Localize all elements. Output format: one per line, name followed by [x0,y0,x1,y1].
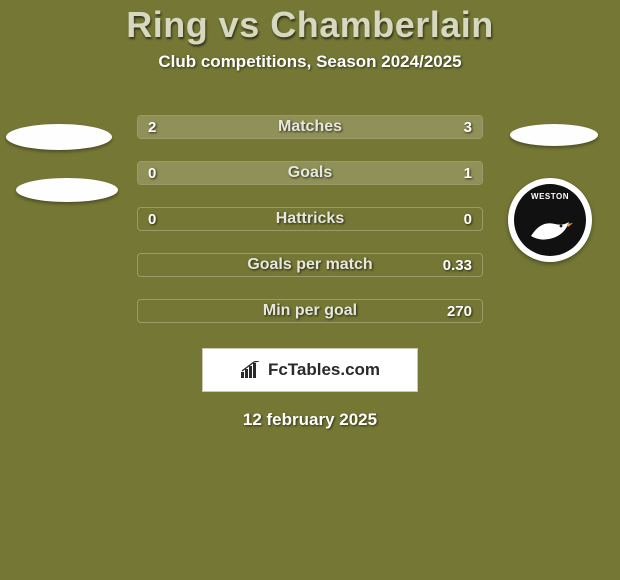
stat-bar-track: 270Min per goal [137,299,483,323]
stat-bar-track: 0 0Hattricks [137,207,483,231]
subtitle: Club competitions, Season 2024/2025 [0,52,620,72]
stat-value-left: 0 [148,208,156,230]
stat-row: 0 0Hattricks [0,196,620,242]
brand-label: FcTables.com [268,360,380,380]
stat-value-right: 3 [464,116,472,138]
stat-value-right: 270 [447,300,472,322]
stat-value-right: 0 [464,208,472,230]
stat-bar-track: 23Matches [137,115,483,139]
stats-area: 23Matches01Goals00Hattricks0.33Goals per… [0,104,620,334]
stat-label: Goals per match [138,254,482,276]
date-label: 12 february 2025 [0,410,620,430]
stat-value-left: 0 [148,162,156,184]
stat-bar-fill-right [138,162,482,184]
stat-row: 270Min per goal [0,288,620,334]
stat-value-right: 1 [464,162,472,184]
stat-label: Hattricks [138,208,482,230]
brand-box[interactable]: FcTables.com [202,348,418,392]
stat-bar-track: 0.33Goals per match [137,253,483,277]
bar-chart-icon [240,361,262,379]
stat-bar-fill-left [138,116,276,138]
page-title: Ring vs Chamberlain [0,4,620,46]
stat-row: 01Goals [0,150,620,196]
infographic-container: Ring vs Chamberlain Club competitions, S… [0,0,620,580]
stat-bar-fill-right [276,116,482,138]
stat-value-left: 2 [148,116,156,138]
stat-row: 0.33Goals per match [0,242,620,288]
stat-value-right: 0.33 [443,254,472,276]
stat-row: 23Matches [0,104,620,150]
stat-label: Min per goal [138,300,482,322]
stat-bar-track: 01Goals [137,161,483,185]
